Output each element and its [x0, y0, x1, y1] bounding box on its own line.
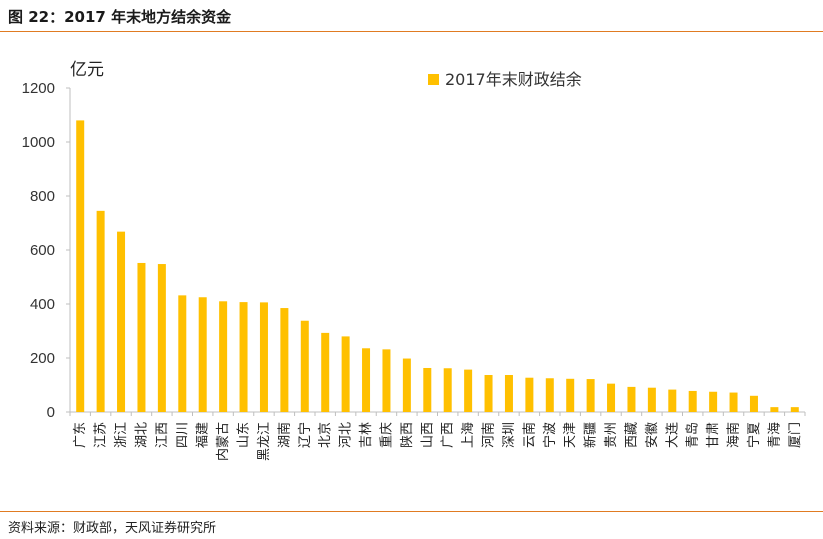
- bar: [239, 302, 248, 412]
- x-category-label: 安徽: [645, 422, 660, 448]
- bar: [259, 302, 268, 412]
- x-category-label: 天津: [563, 422, 578, 448]
- source-rule: [0, 511, 823, 512]
- legend-swatch: [428, 74, 439, 85]
- bar-series: [69, 120, 806, 416]
- y-axis-ticks: 0 200 400 600 800 1000 1200: [22, 80, 70, 421]
- x-category-label: 宁夏: [746, 422, 762, 448]
- bar: [423, 367, 432, 412]
- x-category-label: 甘肃: [706, 422, 721, 448]
- x-category-label: 陕西: [400, 422, 415, 448]
- x-category-label: 广西: [441, 422, 456, 448]
- bar: [402, 358, 411, 412]
- x-category-label: 湖北: [134, 422, 149, 448]
- bar: [627, 386, 636, 412]
- bar: [198, 297, 207, 412]
- legend-label: 2017年末财政结余: [445, 70, 582, 89]
- bar: [647, 387, 656, 412]
- source-note: 资料来源：财政部，天风证券研究所: [8, 521, 217, 536]
- x-category-label: 贵州: [604, 422, 619, 448]
- x-category-label: 吉林: [359, 422, 374, 448]
- x-category-label: 宁波: [542, 422, 558, 448]
- bar: [280, 308, 289, 412]
- x-category-label: 江西: [155, 422, 170, 448]
- x-category-label: 四川: [175, 422, 190, 448]
- bar: [607, 383, 616, 412]
- title-rule: [0, 31, 823, 32]
- bar: [157, 264, 166, 412]
- bar: [729, 392, 738, 412]
- y-tick-label: 0: [47, 404, 55, 421]
- x-category-label: 广东: [73, 422, 88, 448]
- bar: [790, 407, 799, 412]
- bar: [178, 295, 187, 412]
- x-category-label: 青岛: [685, 422, 701, 448]
- x-category-label: 福建: [196, 422, 211, 448]
- x-category-label: 湖南: [276, 422, 292, 448]
- y-tick-label: 1200: [22, 80, 55, 97]
- bar: [382, 349, 391, 412]
- bar: [219, 301, 228, 412]
- x-category-label: 河北: [339, 422, 354, 448]
- x-axis-category-labels: 广东 江苏 浙江 湖北 江西 四川 福建 内蒙古 山东 黑龙江 湖南 辽宁 北京 河北 吉林 重庆 陕西 山西 广西…: [73, 422, 803, 461]
- bar: [545, 378, 554, 412]
- bar: [709, 391, 718, 412]
- y-axis-unit-label: 亿元: [70, 60, 104, 80]
- x-category-label: 深圳: [502, 422, 517, 448]
- bar: [525, 377, 534, 412]
- bar: [566, 378, 575, 412]
- y-tick-label: 800: [30, 188, 55, 205]
- bar: [464, 369, 473, 412]
- y-tick-label: 1000: [22, 134, 55, 151]
- bar: [586, 379, 595, 412]
- bar: [688, 390, 697, 412]
- legend: 2017年末财政结余: [428, 70, 582, 89]
- bar: [443, 368, 452, 412]
- bar: [749, 395, 758, 412]
- y-tick-label: 200: [30, 350, 55, 367]
- x-category-label: 海南: [726, 422, 742, 448]
- figure-title: 图 22：2017 年末地方结余资金: [8, 8, 232, 26]
- bar: [321, 332, 330, 412]
- bar: [96, 210, 105, 412]
- bar: [300, 320, 309, 412]
- y-tick-label: 600: [30, 242, 55, 259]
- bar: [117, 231, 126, 412]
- x-category-label: 江苏: [93, 422, 109, 448]
- bar: [504, 375, 513, 412]
- x-category-label: 重庆: [378, 422, 394, 448]
- bar: [668, 389, 677, 412]
- bar: [76, 120, 85, 413]
- x-category-label: 山西: [420, 422, 435, 448]
- x-category-label: 河南: [481, 422, 497, 448]
- y-tick-label: 400: [30, 296, 55, 313]
- bar: [137, 262, 146, 412]
- bar: [362, 348, 371, 412]
- x-category-label: 内蒙古: [215, 422, 231, 461]
- bar: [484, 375, 493, 412]
- bar: [341, 336, 350, 412]
- x-category-label: 黑龙江: [257, 422, 272, 461]
- x-category-label: 青海: [767, 422, 782, 448]
- bar-chart: 亿元 0 200 400 600 800 1000 1200 广东 江苏 浙江 湖北 江西 四川 福建内…: [22, 60, 806, 461]
- x-category-label: 新疆: [583, 422, 599, 448]
- x-category-label: 大连: [664, 422, 680, 448]
- x-category-label: 云南: [521, 422, 537, 448]
- x-category-label: 厦门: [788, 422, 803, 448]
- x-category-label: 山东: [237, 422, 252, 448]
- x-category-label: 北京: [318, 422, 333, 448]
- x-category-label: 西藏: [624, 422, 639, 448]
- x-category-label: 浙江: [114, 422, 129, 448]
- x-category-label: 上海: [461, 422, 476, 448]
- bar: [770, 407, 779, 412]
- x-category-label: 辽宁: [297, 422, 313, 448]
